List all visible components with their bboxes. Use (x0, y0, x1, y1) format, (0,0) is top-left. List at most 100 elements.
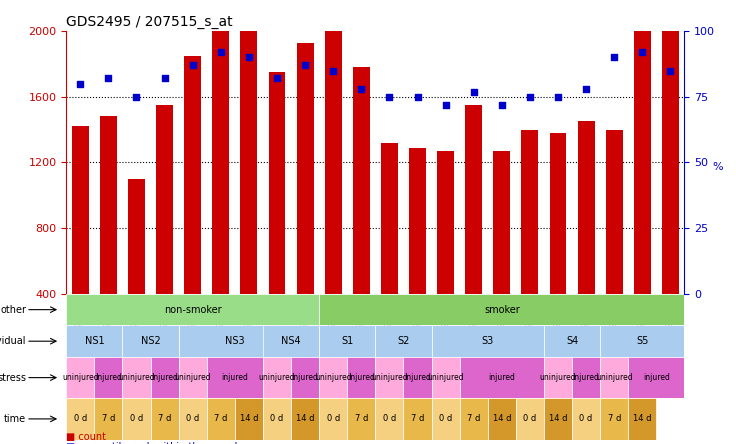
Text: injured: injured (95, 373, 122, 382)
FancyBboxPatch shape (122, 325, 179, 357)
Text: 0 d: 0 d (439, 414, 452, 424)
Text: uninjured: uninjured (596, 373, 632, 382)
FancyBboxPatch shape (347, 398, 375, 440)
Text: NS1: NS1 (85, 336, 105, 346)
Bar (72, 127, 89, 294)
Text: injured: injured (222, 373, 248, 382)
Text: 14 d: 14 d (240, 414, 258, 424)
Bar (269, 72, 286, 294)
FancyBboxPatch shape (544, 398, 572, 440)
Text: injured: injured (643, 373, 670, 382)
FancyBboxPatch shape (572, 357, 600, 398)
Y-axis label: %: % (712, 163, 723, 172)
FancyBboxPatch shape (94, 398, 122, 440)
FancyBboxPatch shape (431, 398, 460, 440)
FancyBboxPatch shape (263, 325, 319, 357)
Point (637, 48, 648, 56)
Bar (493, 151, 510, 294)
FancyBboxPatch shape (122, 357, 151, 398)
Text: 0 d: 0 d (579, 414, 592, 424)
Text: 0 d: 0 d (74, 414, 87, 424)
FancyBboxPatch shape (94, 357, 122, 398)
Text: 0 d: 0 d (383, 414, 396, 424)
Point (159, 75, 171, 82)
FancyBboxPatch shape (66, 294, 319, 325)
Point (609, 54, 620, 61)
Bar (325, 18, 342, 294)
Point (187, 62, 199, 69)
Point (102, 75, 114, 82)
FancyBboxPatch shape (375, 357, 403, 398)
FancyBboxPatch shape (488, 398, 516, 440)
Point (300, 62, 311, 69)
Point (552, 93, 564, 100)
Text: uninjured: uninjured (315, 373, 352, 382)
Text: 7 d: 7 d (355, 414, 368, 424)
FancyBboxPatch shape (207, 398, 235, 440)
Bar (184, 56, 201, 294)
Text: 0 d: 0 d (270, 414, 283, 424)
Text: 14 d: 14 d (492, 414, 511, 424)
Text: 14 d: 14 d (549, 414, 567, 424)
FancyBboxPatch shape (375, 325, 431, 357)
Text: uninjured: uninjured (371, 373, 408, 382)
FancyBboxPatch shape (66, 325, 122, 357)
Bar (437, 151, 454, 294)
Text: 0 d: 0 d (523, 414, 537, 424)
Point (580, 85, 592, 92)
Point (411, 93, 423, 100)
Text: injured: injured (573, 373, 600, 382)
Point (130, 93, 142, 100)
Bar (550, 133, 567, 294)
FancyBboxPatch shape (403, 398, 431, 440)
Text: S3: S3 (481, 336, 494, 346)
Text: uninjured: uninjured (258, 373, 295, 382)
Text: other: other (0, 305, 26, 315)
Bar (156, 105, 173, 294)
Text: 7 d: 7 d (102, 414, 115, 424)
FancyBboxPatch shape (600, 398, 629, 440)
FancyBboxPatch shape (151, 398, 179, 440)
FancyBboxPatch shape (66, 357, 94, 398)
Text: 0 d: 0 d (130, 414, 143, 424)
Point (468, 88, 480, 95)
Point (355, 85, 367, 92)
Bar (606, 130, 623, 294)
Text: uninjured: uninjured (428, 373, 464, 382)
Text: 7 d: 7 d (411, 414, 424, 424)
Text: uninjured: uninjured (62, 373, 99, 382)
FancyBboxPatch shape (600, 325, 684, 357)
FancyBboxPatch shape (179, 325, 291, 357)
Point (271, 75, 283, 82)
FancyBboxPatch shape (179, 357, 207, 398)
Bar (634, 0, 651, 294)
Text: uninjured: uninjured (539, 373, 576, 382)
FancyBboxPatch shape (263, 357, 291, 398)
FancyBboxPatch shape (319, 325, 375, 357)
Text: NS4: NS4 (281, 336, 301, 346)
Point (328, 67, 339, 74)
Text: 7 d: 7 d (607, 414, 621, 424)
Text: injured: injured (489, 373, 515, 382)
FancyBboxPatch shape (347, 357, 375, 398)
Text: S1: S1 (341, 336, 353, 346)
FancyBboxPatch shape (291, 357, 319, 398)
Bar (465, 105, 482, 294)
Text: 7 d: 7 d (467, 414, 481, 424)
Text: time: time (4, 414, 26, 424)
Bar (100, 116, 117, 294)
Text: GDS2495 / 207515_s_at: GDS2495 / 207515_s_at (66, 15, 233, 29)
FancyBboxPatch shape (629, 357, 684, 398)
Text: 0 d: 0 d (327, 414, 340, 424)
Bar (522, 130, 538, 294)
FancyBboxPatch shape (544, 325, 600, 357)
FancyBboxPatch shape (122, 398, 151, 440)
Point (496, 101, 508, 108)
Text: S2: S2 (397, 336, 410, 346)
Point (439, 101, 451, 108)
Bar (297, 43, 314, 294)
Text: S4: S4 (566, 336, 578, 346)
Text: 7 d: 7 d (158, 414, 171, 424)
Text: 14 d: 14 d (633, 414, 651, 424)
Text: NS3: NS3 (225, 336, 244, 346)
